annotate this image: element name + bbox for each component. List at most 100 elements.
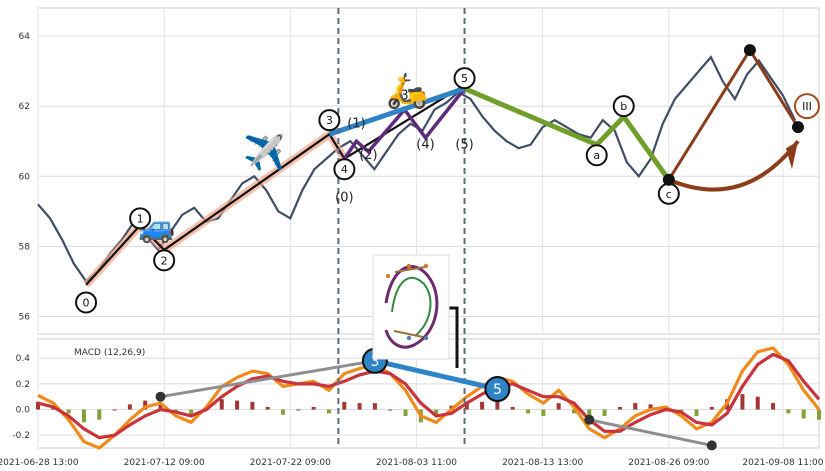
wave-label: (2) <box>359 148 377 163</box>
wave-label: c <box>666 188 672 201</box>
macd-bar <box>587 409 592 419</box>
macd-bar <box>326 409 331 414</box>
x-tick-label: 2021-08-03 11:00 <box>376 458 457 468</box>
macd-bar <box>541 409 546 416</box>
macd-bar <box>771 403 776 410</box>
macd-bar <box>648 404 653 410</box>
macd-bar <box>219 399 224 410</box>
correction-line <box>463 86 671 182</box>
macd-bar <box>388 409 393 411</box>
wave-label: (5) <box>455 138 473 153</box>
macd-bar <box>801 409 806 419</box>
macd-bar <box>510 406 515 410</box>
macd-bar <box>633 403 638 410</box>
macd-bar <box>296 409 301 411</box>
x-tick-label: 2021-08-26 09:00 <box>628 458 709 468</box>
macd-bar <box>357 403 362 410</box>
wave-label-circle <box>793 93 820 120</box>
macd-bar <box>112 409 117 411</box>
macd-bar <box>694 409 699 416</box>
macd-title: MACD (12,26,9) <box>74 348 145 358</box>
macd-bar <box>817 409 821 420</box>
signal-line <box>37 352 821 440</box>
blue-wave-line <box>328 86 466 137</box>
wave-label-circle <box>153 249 176 272</box>
wave-label: 3 <box>326 114 333 127</box>
macd-bar <box>143 400 148 410</box>
macd-dot <box>584 414 595 425</box>
macd-bar <box>342 401 347 410</box>
wave-label-circle <box>318 109 341 132</box>
macd-bar <box>189 409 194 416</box>
macd-dot <box>155 391 166 402</box>
macd-bar <box>265 406 270 410</box>
x-tick-label: 2021-08-13 13:00 <box>502 458 583 468</box>
macd-bar <box>602 409 607 416</box>
pivot-dot <box>791 121 804 134</box>
x-tick-label: 2021-06-28 13:00 <box>0 458 79 468</box>
macd-y-tick: 0.0 <box>16 406 31 416</box>
wave-label: 0 <box>83 296 90 309</box>
price-y-tick: 60 <box>19 172 31 182</box>
macd-y-tick: 0.4 <box>16 354 31 364</box>
wave-label: 4 <box>341 163 348 176</box>
macd-bar <box>786 409 791 414</box>
roller-coaster-icon <box>372 254 450 360</box>
x-tick-label: 2021-07-12 09:00 <box>124 458 205 468</box>
macd-bar <box>740 394 745 410</box>
macd-bar <box>526 409 531 414</box>
macd-wave-circle <box>484 376 511 403</box>
subwave-line <box>342 87 466 160</box>
wave-label: (1) <box>347 117 365 132</box>
wave-label-circle <box>585 144 608 167</box>
macd-bar <box>66 409 71 414</box>
macd-bar <box>495 400 500 410</box>
wave-label-circle <box>612 95 635 118</box>
pivot-dot <box>662 173 675 186</box>
macd-bar <box>281 409 286 415</box>
wave-label: 1 <box>137 212 144 225</box>
wave-label: (3) <box>395 89 413 104</box>
arrow-head <box>785 141 798 170</box>
x-axis-labels: 2021-06-28 13:00 2021-07-12 09:00 2021-07-… <box>0 458 824 468</box>
macd-bar <box>709 406 714 410</box>
car-icon: 🚙 <box>138 210 175 245</box>
macd-bar <box>755 396 760 410</box>
wave-label-circle <box>333 158 356 181</box>
price-y-tick: 56 <box>19 312 31 322</box>
x-tick-label: 2021-09-08 11:00 <box>742 458 823 468</box>
macd-layer <box>36 346 821 450</box>
macd-wave-label: 5 <box>493 382 502 398</box>
scooter-icon: 🛵 <box>386 71 428 111</box>
macd-y-tick: -0.2 <box>12 431 30 441</box>
price-y-tick: 64 <box>19 32 31 42</box>
curved-arrow <box>668 139 800 192</box>
macd-bar <box>127 404 132 410</box>
wave-label-circle <box>129 207 152 230</box>
macd-bar <box>97 409 102 420</box>
wave-label: (4) <box>416 138 434 153</box>
wave-label: (0) <box>335 190 353 205</box>
macd-bar <box>434 409 439 416</box>
divergence-left <box>160 359 376 399</box>
macd-bar <box>556 403 561 410</box>
divergence-top <box>374 358 498 392</box>
macd-y-tick: 0.2 <box>16 380 30 390</box>
connector-line <box>449 306 459 368</box>
macd-bar <box>36 401 40 410</box>
price-y-tick: 62 <box>19 102 30 112</box>
macd-dot <box>706 440 717 451</box>
wave-label-circle <box>453 67 476 90</box>
macd-bar <box>480 401 485 410</box>
wave-label: 2 <box>161 254 168 267</box>
macd-bar <box>158 403 163 410</box>
macd-wave-label: 3 <box>370 354 379 370</box>
macd-bar <box>372 403 377 410</box>
macd-bar <box>81 409 86 423</box>
pivot-dot <box>743 44 756 57</box>
plane-icon: ✈️ <box>243 132 285 173</box>
wave-label: 5 <box>461 72 468 85</box>
wave-label: III <box>802 100 812 113</box>
macd-bar <box>250 401 255 410</box>
